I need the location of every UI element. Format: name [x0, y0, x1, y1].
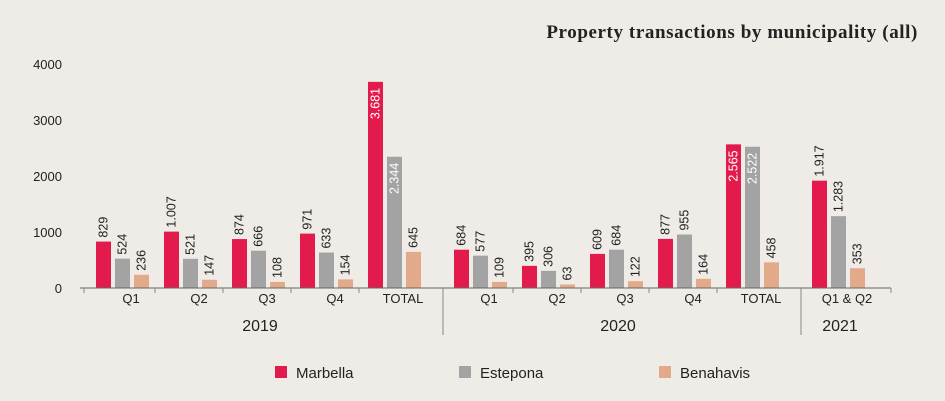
data-label: 164: [697, 254, 711, 275]
legend-swatch-marbella: [275, 366, 287, 378]
bar-marbella: [726, 144, 741, 288]
bar-marbella: [590, 253, 605, 288]
bar-benahavis: [560, 284, 575, 288]
category-label: Q3: [258, 291, 275, 306]
bar-benahavis: [696, 278, 711, 288]
bar-estepona: [319, 252, 334, 288]
bar-benahavis: [850, 268, 865, 288]
category-label: Q4: [326, 291, 343, 306]
y-tick-label: 1000: [33, 225, 62, 240]
legend-swatch-estepona: [459, 366, 471, 378]
category-label: Q4: [684, 291, 701, 306]
year-label: 2021: [822, 318, 858, 335]
data-label: 2.522: [746, 153, 760, 184]
bar-marbella: [300, 233, 315, 288]
y-tick-label: 3000: [33, 113, 62, 128]
bar-benahavis: [628, 281, 643, 288]
data-label: 521: [184, 234, 198, 255]
bar-benahavis: [338, 279, 353, 288]
data-label: 684: [610, 225, 624, 246]
bar-estepona: [831, 216, 846, 288]
y-tick-label: 0: [55, 281, 62, 296]
data-label: 63: [561, 267, 575, 281]
data-label: 524: [116, 234, 130, 255]
data-label: 609: [591, 229, 605, 250]
bar-estepona: [541, 270, 556, 288]
legend-label: Marbella: [296, 365, 354, 382]
bar-estepona: [609, 249, 624, 288]
bar-estepona: [251, 250, 266, 288]
bar-marbella: [164, 231, 179, 288]
year-label: 2020: [600, 318, 636, 335]
data-label: 633: [320, 228, 334, 249]
bar-estepona: [387, 156, 402, 288]
bar-estepona: [473, 255, 488, 288]
data-label: 1.283: [832, 181, 846, 212]
data-label: 2.565: [727, 150, 741, 181]
category-label: Q2: [548, 291, 565, 306]
legend: Marbella Estepona Benahavis: [275, 365, 750, 382]
bar-estepona: [745, 146, 760, 288]
category-label: Q1 & Q2: [822, 291, 873, 306]
category-label: Q1: [122, 291, 139, 306]
x-axis: Q1 Q2 Q3 Q4 TOTAL Q1 Q2 Q3 Q4 TOTAL Q1 & Q2 2019 202…: [80, 287, 892, 335]
bar-estepona: [183, 258, 198, 288]
data-label: 109: [493, 257, 507, 278]
bar-benahavis: [270, 281, 285, 288]
data-label: 645: [407, 227, 421, 248]
bar-marbella: [454, 249, 469, 288]
bar-marbella: [232, 239, 247, 288]
bar-estepona: [115, 258, 130, 288]
legend-swatch-benahavis: [659, 366, 671, 378]
category-label: TOTAL: [741, 291, 782, 306]
data-label: 874: [233, 214, 247, 235]
bar-benahavis: [202, 279, 217, 288]
data-label: 147: [203, 255, 217, 276]
data-label: 458: [765, 237, 779, 258]
year-label: 2019: [242, 318, 278, 335]
bar-marbella: [812, 180, 827, 288]
data-label: 666: [252, 226, 266, 247]
bar-benahavis: [406, 251, 421, 288]
bar-estepona: [677, 234, 692, 288]
data-label: 236: [135, 250, 149, 271]
legend-label: Estepona: [480, 365, 544, 382]
data-label: 306: [542, 246, 556, 267]
bar-marbella: [658, 238, 673, 288]
category-label: Q3: [616, 291, 633, 306]
category-label: Q1: [480, 291, 497, 306]
y-tick-label: 2000: [33, 169, 62, 184]
chart-title: Property transactions by municipality (a…: [546, 22, 918, 43]
category-label: Q2: [190, 291, 207, 306]
data-label: 395: [523, 241, 537, 262]
bars: 829 1.007 874 971 3.681 684 395 609 877 2.565 1.91…: [96, 81, 865, 288]
data-label: 955: [678, 210, 692, 231]
data-label: 2.344: [388, 163, 402, 194]
data-label: 971: [301, 209, 315, 230]
data-label: 154: [339, 254, 353, 275]
data-label: 877: [659, 214, 673, 235]
data-label: 3.681: [369, 88, 383, 119]
bar-marbella: [368, 81, 383, 288]
bar-marbella: [96, 241, 111, 288]
bar-benahavis: [492, 281, 507, 288]
category-label: TOTAL: [383, 291, 424, 306]
y-tick-label: 4000: [33, 57, 62, 72]
legend-label: Benahavis: [680, 365, 750, 382]
data-label: 1.007: [165, 196, 179, 227]
bar-marbella: [522, 265, 537, 288]
data-label: 684: [455, 225, 469, 246]
data-label: 122: [629, 256, 643, 277]
data-label: 1.917: [813, 145, 827, 176]
data-label: 577: [474, 231, 488, 252]
data-label: 108: [271, 257, 285, 278]
bar-benahavis: [764, 262, 779, 288]
bar-benahavis: [134, 274, 149, 288]
data-label: 353: [851, 243, 865, 264]
y-axis: 0 1000 2000 3000 4000: [33, 57, 62, 296]
data-label: 829: [97, 217, 111, 238]
